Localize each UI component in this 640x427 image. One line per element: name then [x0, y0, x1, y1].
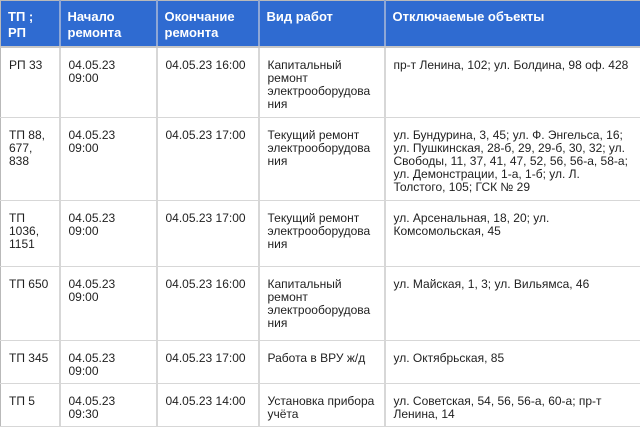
facility-cell: ТП 345 — [1, 340, 60, 383]
column-header-facility: ТП ; РП — [1, 1, 60, 48]
repair-start-cell: 04.05.23 09:00 — [60, 340, 157, 383]
work-type-cell: Капитальный ремонт электрооборудования — [259, 266, 385, 340]
repair-end-cell: 04.05.23 17:00 — [157, 340, 259, 383]
repair-end-cell: 04.05.23 16:00 — [157, 47, 259, 117]
header-row: ТП ; РП Начало ремонта Окончание ремонта… — [1, 1, 640, 48]
disconnected-objects-cell: ул. Майская, 1, 3; ул. Вильямса, 46 — [385, 266, 640, 340]
column-header-work-type: Вид работ — [259, 1, 385, 48]
repair-start-cell: 04.05.23 09:30 — [60, 383, 157, 426]
repair-end-cell: 04.05.23 17:00 — [157, 117, 259, 200]
column-header-repair-end: Окончание ремонта — [157, 1, 259, 48]
disconnected-objects-cell: пр-т Ленина, 102; ул. Болдина, 98 оф. 42… — [385, 47, 640, 117]
disconnected-objects-cell: ул. Октябрьская, 85 — [385, 340, 640, 383]
facility-cell: ТП 88, 677, 838 — [1, 117, 60, 200]
work-type-cell: Работа в ВРУ ж/д — [259, 340, 385, 383]
repair-start-cell: 04.05.23 09:00 — [60, 117, 157, 200]
facility-cell: РП 33 — [1, 47, 60, 117]
facility-cell: ТП 5 — [1, 383, 60, 426]
disconnected-objects-cell: ул. Бундурина, 3, 45; ул. Ф. Энгельса, 1… — [385, 117, 640, 200]
repair-start-cell: 04.05.23 09:00 — [60, 47, 157, 117]
repair-start-cell: 04.05.23 09:00 — [60, 200, 157, 266]
column-header-repair-start: Начало ремонта — [60, 1, 157, 48]
column-header-disconnected-objects: Отключаемые объекты — [385, 1, 640, 48]
work-type-cell: Текущий ремонт электрооборудования — [259, 117, 385, 200]
repair-end-cell: 04.05.23 14:00 — [157, 383, 259, 426]
work-type-cell: Капитальный ремонт электрооборудования — [259, 47, 385, 117]
facility-cell: ТП 650 — [1, 266, 60, 340]
work-type-cell: Установка прибора учёта — [259, 383, 385, 426]
disconnected-objects-cell: ул. Советская, 54, 56, 56-а, 60-а; пр-т … — [385, 383, 640, 426]
repair-end-cell: 04.05.23 16:00 — [157, 266, 259, 340]
disconnected-objects-cell: ул. Арсенальная, 18, 20; ул. Комсомольск… — [385, 200, 640, 266]
repair-end-cell: 04.05.23 17:00 — [157, 200, 259, 266]
repair-start-cell: 04.05.23 09:00 — [60, 266, 157, 340]
facility-cell: ТП 1036, 1151 — [1, 200, 60, 266]
work-type-cell: Текущий ремонт электрооборудования — [259, 200, 385, 266]
